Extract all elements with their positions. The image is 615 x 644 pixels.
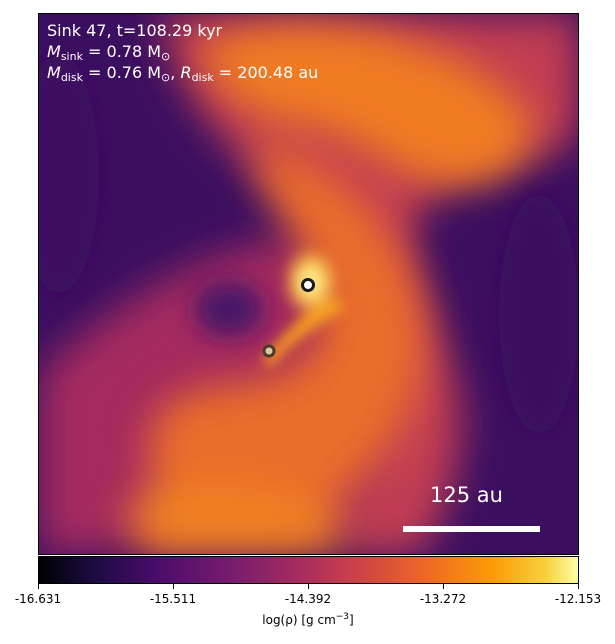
colorbar-label: log(ρ) [g cm−3]	[262, 612, 354, 627]
colorbar-tick-label: -16.631	[14, 592, 62, 606]
spiral-arm	[147, 144, 424, 518]
dark-cavity	[194, 281, 264, 337]
lower-filament	[128, 483, 347, 554]
right-dark-region	[499, 194, 578, 434]
colorbar	[38, 556, 579, 584]
colorbar-tick-label: -12.153	[554, 592, 602, 606]
sink-mass-label: Msink = 0.78 M⊙	[47, 42, 171, 63]
colorbar-tick	[38, 584, 39, 589]
colorbar-tick-label: -14.392	[284, 592, 332, 606]
sink-47-marker	[301, 278, 315, 292]
scale-bar-label: 125 au	[430, 483, 503, 507]
colorbar-tick	[443, 584, 444, 589]
colorbar-tick-label: -15.511	[149, 592, 197, 606]
density-map-panel	[38, 13, 579, 555]
upper-filament	[199, 25, 532, 185]
colorbar-tick	[173, 584, 174, 589]
left-dark-region	[39, 54, 99, 294]
secondary-sink-marker	[262, 344, 276, 358]
density-map	[39, 14, 578, 554]
colorbar-tick-label: -13.272	[419, 592, 467, 606]
colorbar-tick	[308, 584, 309, 589]
colorbar-tick	[578, 584, 579, 589]
scale-bar	[403, 526, 540, 532]
disk-mass-radius-label: Mdisk = 0.76 M⊙, Rdisk = 200.48 au	[47, 63, 319, 84]
sink-time-label: Sink 47, t=108.29 kyr	[47, 21, 223, 40]
